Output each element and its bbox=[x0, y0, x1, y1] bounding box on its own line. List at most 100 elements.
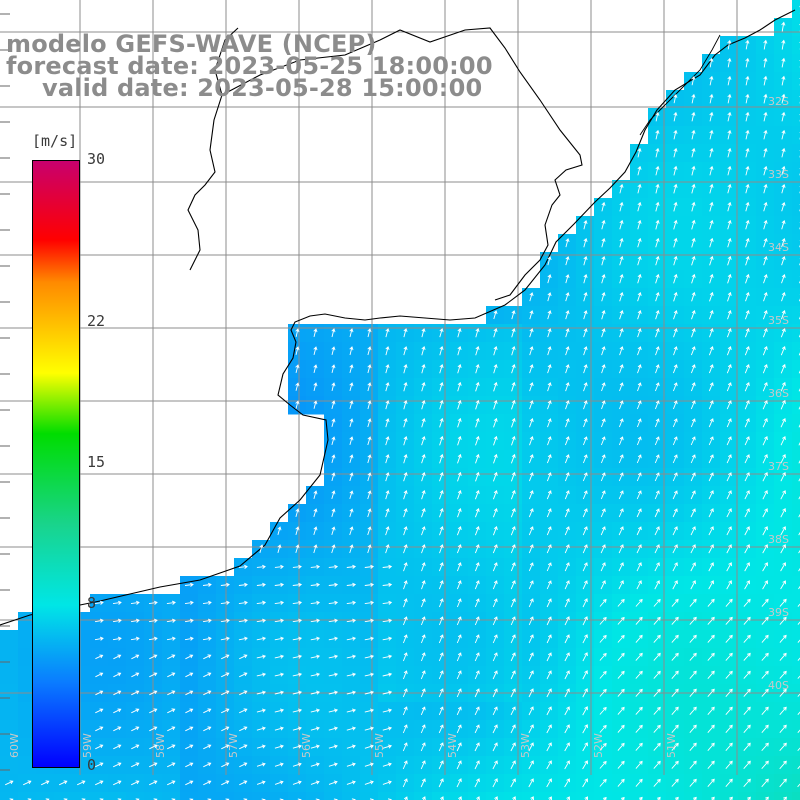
wind-arrow bbox=[761, 616, 769, 625]
wind-arrow bbox=[654, 382, 660, 392]
wind-arrow bbox=[420, 652, 426, 662]
wind-arrow bbox=[691, 183, 696, 194]
wind-arrow bbox=[493, 345, 498, 356]
wind-arrow bbox=[727, 129, 732, 140]
wind-arrow bbox=[727, 310, 732, 320]
wind-arrow bbox=[331, 526, 336, 536]
wind-arrow bbox=[331, 346, 336, 356]
wind-arrow bbox=[510, 706, 516, 716]
wind-arrow bbox=[546, 688, 552, 698]
wind-arrow bbox=[673, 346, 678, 356]
wind-arrow bbox=[637, 255, 642, 266]
wind-arrow bbox=[274, 564, 284, 569]
wind-arrow bbox=[385, 328, 390, 338]
wind-arrow bbox=[635, 688, 643, 697]
wind-arrow bbox=[564, 508, 570, 518]
wind-arrow bbox=[744, 346, 750, 356]
wind-arrow bbox=[653, 688, 661, 697]
wind-arrow bbox=[618, 454, 624, 464]
wind-arrow bbox=[780, 562, 786, 572]
wind-arrow bbox=[530, 796, 534, 800]
wind-arrow bbox=[385, 544, 390, 554]
wind-arrow bbox=[601, 238, 606, 248]
wind-arrow bbox=[203, 672, 212, 678]
wind-arrow bbox=[510, 580, 516, 590]
wind-arrow bbox=[635, 634, 643, 643]
wind-speed-cell bbox=[270, 792, 289, 800]
wind-arrow bbox=[331, 382, 336, 392]
wind-speed-cell bbox=[108, 792, 127, 800]
wind-speed-cell bbox=[792, 126, 800, 145]
wind-speed-cell bbox=[0, 738, 19, 757]
wind-arrow bbox=[274, 600, 285, 605]
wind-arrow bbox=[438, 634, 444, 644]
wind-arrow bbox=[653, 670, 661, 679]
wind-arrow bbox=[762, 544, 768, 554]
wind-arrow bbox=[761, 706, 769, 715]
wind-arrow bbox=[547, 436, 552, 446]
wind-arrow bbox=[221, 726, 230, 732]
wind-arrow bbox=[95, 762, 104, 768]
wind-speed-cell bbox=[738, 792, 757, 800]
wind-arrow bbox=[510, 490, 516, 500]
wind-arrow bbox=[457, 435, 462, 446]
wind-arrow bbox=[457, 490, 462, 500]
wind-arrow bbox=[689, 634, 697, 643]
lon-tick-label: 51W bbox=[665, 733, 678, 758]
wind-arrow bbox=[583, 328, 588, 338]
wind-speed-cell bbox=[18, 666, 37, 685]
wind-speed-cell bbox=[198, 792, 217, 800]
wind-arrow bbox=[671, 760, 679, 769]
coastline-uruguay bbox=[221, 27, 583, 301]
wind-arrow bbox=[185, 690, 194, 696]
wind-arrow bbox=[511, 327, 516, 338]
wind-arrow bbox=[672, 526, 678, 536]
wind-arrow bbox=[780, 363, 786, 374]
wind-arrow bbox=[673, 93, 678, 104]
wind-arrow bbox=[709, 201, 714, 212]
wind-arrow bbox=[292, 726, 302, 731]
wind-speed-cell bbox=[684, 792, 703, 800]
wind-arrow bbox=[744, 310, 750, 320]
wind-arrow bbox=[619, 346, 624, 356]
wind-arrow bbox=[367, 544, 372, 554]
wind-arrow bbox=[364, 744, 374, 749]
wind-arrow bbox=[547, 364, 552, 374]
wind-arrow bbox=[364, 690, 375, 695]
wind-arrow bbox=[763, 256, 768, 266]
wind-arrow bbox=[474, 778, 480, 788]
wind-speed-cell bbox=[792, 414, 800, 433]
wind-arrow bbox=[617, 616, 625, 625]
wind-arrow bbox=[601, 328, 606, 338]
wind-arrow bbox=[636, 490, 642, 500]
wind-arrow bbox=[149, 654, 158, 660]
wind-arrow bbox=[691, 75, 696, 86]
wind-arrow bbox=[727, 165, 732, 176]
wind-arrow bbox=[762, 382, 768, 392]
wind-arrow bbox=[510, 778, 516, 788]
wind-arrow bbox=[547, 328, 552, 338]
wind-arrow bbox=[743, 760, 751, 769]
coastline-lagoon bbox=[639, 34, 721, 136]
wind-arrow bbox=[743, 688, 751, 697]
wind-arrow bbox=[690, 400, 696, 410]
wind-speed-cell bbox=[792, 54, 800, 73]
title-forecast-date: forecast date: 2023-05-25 18:00:00 bbox=[6, 52, 493, 80]
wind-arrow bbox=[637, 364, 642, 374]
wind-arrow bbox=[655, 328, 660, 338]
wind-arrow bbox=[763, 129, 768, 140]
wind-arrow bbox=[256, 600, 267, 605]
wind-arrow bbox=[166, 636, 176, 641]
wind-arrow bbox=[457, 399, 462, 410]
wind-arrow bbox=[618, 562, 624, 572]
colorbar-tick-label: 8 bbox=[87, 594, 97, 613]
wind-arrow bbox=[564, 724, 570, 734]
wind-arrow bbox=[565, 274, 570, 284]
wind-arrow bbox=[601, 382, 606, 392]
wind-arrow bbox=[456, 652, 462, 662]
wind-arrow bbox=[780, 544, 786, 554]
wind-arrow bbox=[239, 780, 248, 786]
wind-arrow bbox=[367, 382, 372, 392]
wind-arrow bbox=[653, 760, 661, 769]
